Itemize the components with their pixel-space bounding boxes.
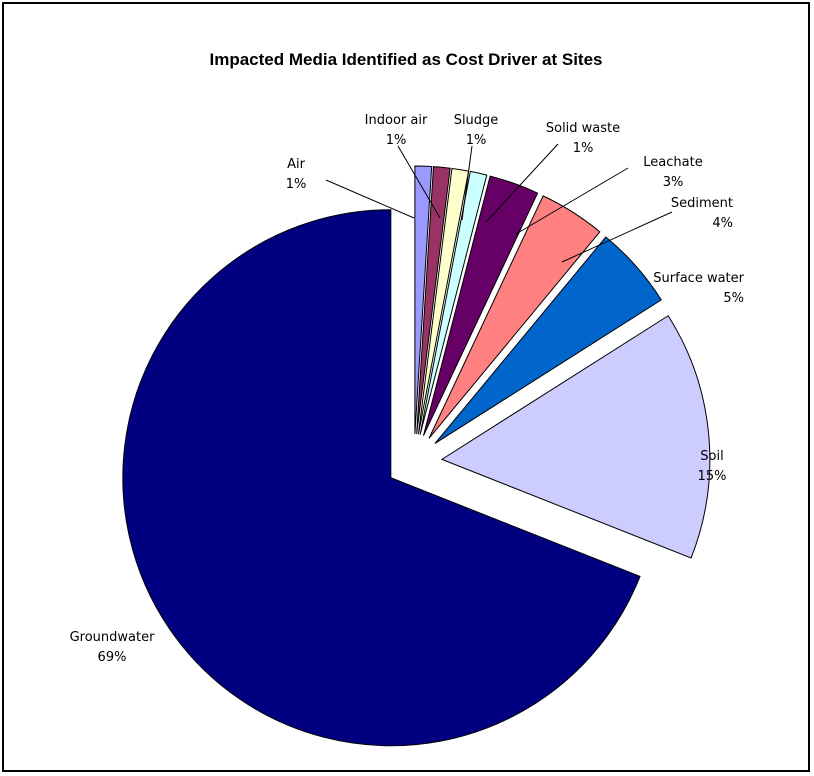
pie-slice-sediment [428, 195, 601, 439]
leader-line-sediment [561, 211, 673, 263]
slice-label-air: Air [287, 157, 306, 172]
slice-label-sediment: Sediment [671, 196, 733, 211]
slice-label-groundwater: Groundwater [70, 630, 156, 645]
pie-slice-soil [440, 315, 711, 559]
slice-percent-indoor-air: 1% [386, 133, 407, 148]
pie-slice-solid-waste [419, 170, 488, 435]
slice-label-leachate: Leachate [643, 155, 702, 170]
slice-label-solid-waste: Solid waste [546, 121, 620, 136]
pie-slice-leachate [423, 175, 539, 436]
slice-percent-solid-waste: 1% [573, 141, 594, 156]
leader-line-leachate [515, 167, 629, 235]
slice-percent-air: 1% [286, 177, 307, 192]
slice-label-sludge: Sludge [454, 113, 499, 128]
pie-slice-air [414, 165, 433, 435]
leader-line-indoor-air [397, 145, 441, 219]
leader-line-sludge [461, 145, 473, 221]
slice-percent-surface-water: 5% [723, 291, 744, 306]
leader-line-solid-waste [485, 143, 559, 223]
slice-label-surface-water: Surface water [653, 271, 744, 286]
pie-slice-indoor-air [416, 166, 451, 435]
pie-slice-surface-water [434, 236, 662, 444]
leader-line-air [325, 179, 415, 219]
slice-percent-leachate: 3% [663, 175, 684, 190]
slice-label-indoor-air: Indoor air [365, 113, 428, 128]
pie-slice-groundwater [122, 209, 641, 747]
slice-percent-soil: 15% [698, 469, 727, 484]
chart-title: Impacted Media Identified as Cost Driver… [209, 50, 603, 69]
slice-label-soil: Soil [700, 449, 723, 464]
slice-percent-sediment: 4% [712, 216, 733, 231]
slice-percent-sludge: 1% [466, 133, 487, 148]
slice-percent-groundwater: 69% [98, 650, 127, 665]
